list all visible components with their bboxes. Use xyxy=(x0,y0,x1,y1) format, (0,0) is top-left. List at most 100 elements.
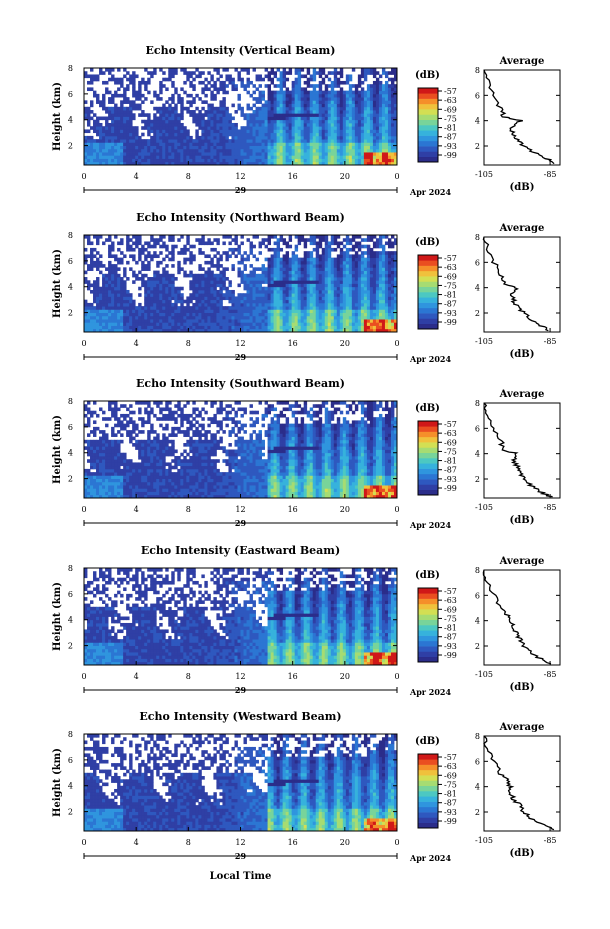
heatmap-cell xyxy=(120,113,124,117)
heatmap-cell xyxy=(162,119,166,124)
heatmap-cell xyxy=(252,306,256,310)
heatmap-cell xyxy=(267,119,271,124)
heatmap-cell xyxy=(324,116,329,121)
heatmap-cell xyxy=(198,155,202,159)
heatmap-cell xyxy=(312,93,317,98)
heatmap-cell xyxy=(279,142,284,146)
heatmap-cell xyxy=(291,119,296,124)
heatmap-cell xyxy=(315,270,320,275)
heatmap-cell xyxy=(300,312,305,317)
heatmap-cell xyxy=(174,299,178,304)
heatmap-cell xyxy=(186,155,190,159)
heatmap-cell xyxy=(246,139,250,143)
heatmap-cell xyxy=(360,254,365,259)
heatmap-cell xyxy=(264,322,268,326)
heatmap-cell xyxy=(273,155,278,159)
heatmap-cell xyxy=(282,113,287,117)
heatmap-cell xyxy=(315,90,320,95)
heatmap-cell xyxy=(165,161,169,166)
heatmap-cell xyxy=(360,270,365,275)
heatmap-cell xyxy=(369,235,374,239)
heatmap-cell xyxy=(378,302,383,307)
heatmap-cell xyxy=(348,77,353,82)
heatmap-cell xyxy=(294,116,299,121)
heatmap-cell xyxy=(360,110,365,114)
heatmap-cell xyxy=(381,100,386,104)
heatmap-cell xyxy=(306,142,311,146)
heatmap-cell xyxy=(135,312,139,317)
heatmap-cell xyxy=(300,129,305,134)
heatmap-cell xyxy=(255,97,259,101)
heatmap-cell xyxy=(339,126,344,130)
heatmap-cell xyxy=(261,106,265,111)
heatmap-cell xyxy=(279,235,284,239)
heatmap-cell xyxy=(312,139,317,143)
heatmap-cell xyxy=(270,289,275,294)
heatmap-cell xyxy=(255,286,259,291)
heatmap-cell xyxy=(144,155,148,159)
heatmap-cell xyxy=(333,100,338,104)
heatmap-cell xyxy=(360,161,365,166)
heatmap-cell xyxy=(141,93,145,98)
heatmap-cell xyxy=(348,260,353,265)
heatmap-cell xyxy=(105,126,109,130)
heatmap-cell xyxy=(234,142,238,146)
heatmap-cell xyxy=(153,93,157,98)
heatmap-cell xyxy=(114,152,118,156)
heatmap-cell xyxy=(279,293,284,297)
heatmap-cell xyxy=(186,315,190,320)
heatmap-cell xyxy=(204,289,208,294)
heatmap-cell xyxy=(390,235,395,239)
heatmap-cell xyxy=(303,296,308,301)
heatmap-cell xyxy=(309,280,314,284)
heatmap-cell xyxy=(264,132,268,137)
heatmap-cell xyxy=(345,241,350,246)
heatmap-cell xyxy=(369,106,374,111)
heatmap-cell xyxy=(141,280,145,284)
heatmap-cell xyxy=(363,270,368,275)
heatmap-cell xyxy=(318,93,323,98)
heatmap-cell xyxy=(378,241,383,246)
heatmap-cell xyxy=(135,132,139,137)
heatmap-cell xyxy=(258,110,262,114)
heatmap-cell xyxy=(165,158,169,163)
heatmap-cell xyxy=(231,84,235,88)
heatmap-cell xyxy=(312,90,317,95)
heatmap-cell xyxy=(381,257,386,262)
heatmap-cell xyxy=(138,235,142,239)
heatmap-cell xyxy=(108,267,112,271)
heatmap-cell xyxy=(261,158,265,163)
heatmap-cell xyxy=(354,90,359,95)
heatmap-cell xyxy=(282,267,287,271)
heatmap-cell xyxy=(393,87,398,92)
heatmap-cell xyxy=(249,116,253,121)
heatmap-cell xyxy=(132,132,136,137)
heatmap-cell xyxy=(255,235,259,239)
heatmap-cell xyxy=(126,122,130,127)
heatmap-cell xyxy=(273,158,278,163)
heatmap-cell xyxy=(96,289,100,294)
heatmap-cell xyxy=(348,93,353,98)
heatmap-cell xyxy=(213,264,217,268)
heatmap-cell xyxy=(288,68,293,72)
heatmap-cell xyxy=(132,100,136,104)
heatmap-cell xyxy=(243,302,247,307)
heatmap-cell xyxy=(387,148,392,153)
heatmap-cell xyxy=(153,148,157,153)
heatmap-cell xyxy=(222,119,226,124)
heatmap-cell xyxy=(216,277,220,281)
heatmap-cell xyxy=(282,264,287,268)
heatmap-cell xyxy=(333,247,338,252)
heatmap-cell xyxy=(216,161,220,166)
heatmap-cell xyxy=(141,152,145,156)
heatmap-cell xyxy=(90,328,94,333)
heatmap-cell xyxy=(276,286,281,291)
heatmap-cell xyxy=(114,139,118,143)
heatmap-cell xyxy=(384,71,389,75)
heatmap-cell xyxy=(357,299,362,304)
heatmap-cell xyxy=(366,68,371,72)
heatmap-cell xyxy=(267,122,271,127)
heatmap-cell xyxy=(87,116,91,121)
heatmap-cell xyxy=(360,312,365,317)
heatmap-cell xyxy=(219,84,223,88)
